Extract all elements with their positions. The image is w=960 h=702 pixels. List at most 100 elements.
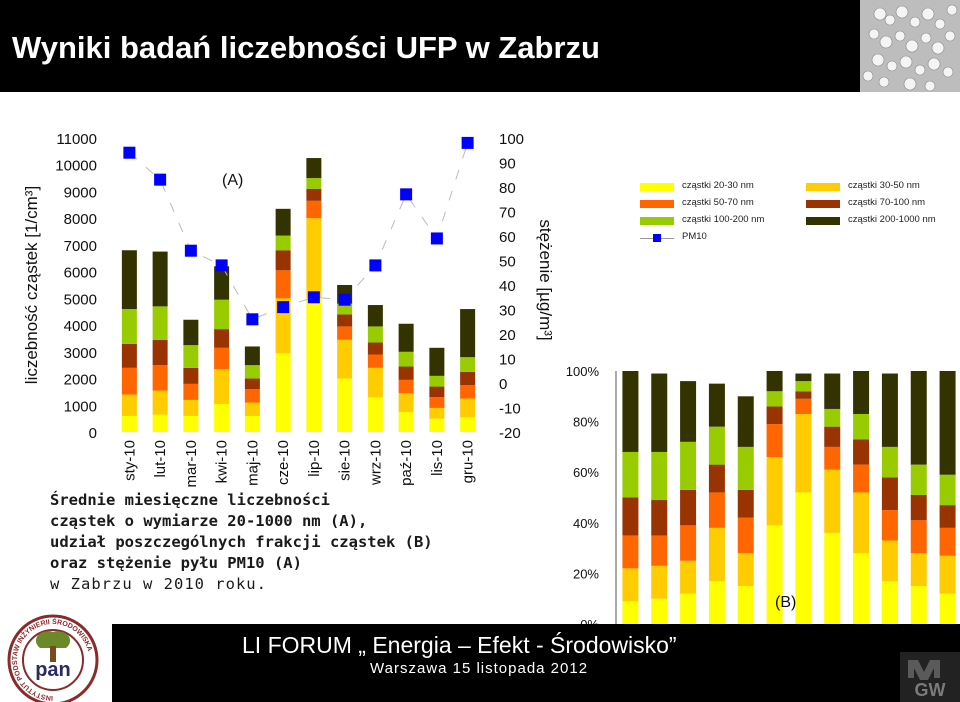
- chart-a-bar-segment: [152, 390, 168, 415]
- chart-b-bar-segment: [680, 441, 697, 490]
- chart-a-bar-segment: [121, 415, 137, 432]
- microscope-image: [860, 0, 960, 92]
- chart-a-pm10-point: [461, 136, 474, 149]
- chart-a-bar-segment: [121, 309, 137, 344]
- legend-label: cząstki 70-100 nm: [848, 197, 926, 208]
- chart-a-pm10-point: [184, 244, 197, 257]
- header-bar: Wyniki badań liczebności UFP w Zabrzu: [0, 0, 960, 92]
- chart-a-bar-segment: [152, 365, 168, 391]
- chart-b-bar-segment: [708, 580, 725, 624]
- chart-a-pm10-line: [129, 142, 469, 320]
- chart-b-bar-segment: [708, 426, 725, 465]
- footer-subtitle: Warszawa 15 listopada 2012: [370, 660, 589, 677]
- chart-a-xtick-label: lut-10: [152, 440, 169, 478]
- chart-b-bar-segment: [737, 489, 754, 518]
- chart-b-bar-segment: [622, 568, 639, 602]
- footer-bar: LI FORUM „ Energia – Efekt - Środowisko”…: [112, 624, 960, 702]
- chart-b-bar-segment: [939, 505, 956, 528]
- chart-a-bar-segment: [398, 379, 414, 394]
- chart-a-bar-segment: [183, 399, 199, 416]
- chart-a-bar-segment: [214, 329, 230, 348]
- chart-a-bar-segment: [214, 347, 230, 370]
- legend-swatch: [806, 183, 840, 191]
- chart-a-bar-segment: [244, 346, 260, 366]
- chart-a-y2tick-label: 20: [499, 327, 516, 344]
- chart-a-y2tick-label: 40: [499, 278, 516, 295]
- chart-b-ytick-label: 40%: [573, 516, 599, 531]
- chart-a-pm10-point: [246, 313, 259, 326]
- chart-a-bar-segment: [244, 415, 260, 432]
- chart-b-bar-segment: [651, 500, 668, 536]
- chart-a-bar-segment: [244, 365, 260, 379]
- chart-b-bar-segment: [651, 451, 668, 501]
- legend-label: cząstki 50-70 nm: [682, 197, 754, 208]
- chart-b-bar-segment: [910, 553, 927, 587]
- chart-a-xtick-label: lip-10: [306, 440, 323, 477]
- chart-a-ytick-label: 2000: [64, 372, 97, 389]
- chart-b-bar-segment: [766, 424, 783, 458]
- chart-a-bar-segment: [398, 366, 414, 380]
- chart-b-bar-segment: [881, 477, 898, 511]
- legend-label: cząstki 20-30 nm: [682, 180, 754, 191]
- chart-b-bar-segment: [651, 535, 668, 566]
- chart-a-bar-segment: [306, 298, 322, 432]
- chart-a-bar-segment: [337, 339, 353, 379]
- chart-b-bar-segment: [680, 381, 697, 442]
- chart-a-pm10-point: [400, 188, 413, 201]
- chart-b-bar-segment: [853, 492, 870, 554]
- chart-a-bar-segment: [337, 285, 353, 304]
- chart-b-bar-segment: [622, 601, 639, 624]
- chart-b-bar-segment: [910, 586, 927, 624]
- chart-a-bar-segment: [460, 371, 476, 386]
- chart-a-y2tick-label: 100: [499, 131, 524, 148]
- chart-a-pm10-point: [430, 232, 443, 245]
- chart-a-panel-label: (A): [222, 172, 243, 189]
- chart-b-bar-segment: [795, 492, 812, 624]
- chart-b-bar-segment: [881, 540, 898, 581]
- chart-a-y2label: stężenie [µg/m³]: [536, 219, 555, 340]
- chart-a-bar-segment: [460, 357, 476, 372]
- legend-swatch: [640, 200, 674, 208]
- chart-a-bar-segment: [306, 178, 322, 189]
- chart-a-ytick-label: 0: [89, 425, 97, 442]
- chart-a-y2tick-label: 0: [499, 376, 507, 393]
- chart-b-bar-segment: [939, 593, 956, 624]
- chart-a-bar-segment: [183, 367, 199, 384]
- chart-b-bar-segment: [910, 371, 927, 465]
- chart-a-bar-segment: [367, 354, 383, 368]
- chart-a-bar-segment: [152, 306, 168, 340]
- chart-a-ytick-label: 6000: [64, 265, 97, 282]
- chart-a-bar-segment: [367, 367, 383, 398]
- chart-a-y2tick-label: 60: [499, 229, 516, 246]
- legend-label: PM10: [682, 231, 707, 242]
- chart-a-bar-segment: [367, 326, 383, 343]
- chart-a-bar-segment: [429, 347, 445, 376]
- chart-b-bar-segment: [795, 381, 812, 392]
- chart-a-bar-segment: [121, 367, 137, 395]
- chart-b-bar-segment: [651, 373, 668, 452]
- chart-b-bar-segment: [939, 371, 956, 475]
- chart-a-bar-segment: [429, 397, 445, 408]
- description-line-2: cząstek o wymiarze 20-1000 nm (A),: [50, 512, 368, 530]
- chart-a-y2tick-label: -10: [499, 401, 521, 418]
- chart-b-bar-segment: [795, 373, 812, 382]
- chart-b-bar-segment: [766, 525, 783, 624]
- chart-a-ytick-label: 5000: [64, 291, 97, 308]
- chart-b-bar-segment: [651, 565, 668, 599]
- chart-a-y2tick-label: 80: [499, 180, 516, 197]
- chart-a-bar-segment: [244, 389, 260, 403]
- chart-a-pm10-point: [277, 301, 290, 314]
- chart-a-ytick-label: 11000: [56, 131, 97, 148]
- chart-a-xtick-label: paź-10: [398, 440, 415, 486]
- chart-a-xtick-label: maj-10: [244, 440, 261, 486]
- chart-b-bar-segment: [737, 446, 754, 490]
- chart-a-y2tick-label: 30: [499, 303, 516, 320]
- chart-a-bar-segment: [275, 250, 291, 271]
- chart-a-bar-segment: [121, 250, 137, 310]
- chart-a-bar-segment: [214, 266, 230, 300]
- description-line-3: udział poszczególnych frakcji cząstek (B…: [50, 533, 433, 551]
- chart-a-xtick-label: wrz-10: [367, 440, 384, 486]
- chart-a-bar-segment: [121, 394, 137, 416]
- chart-a-ytick-label: 9000: [64, 184, 97, 201]
- chart-a-xtick-label: gru-10: [460, 440, 477, 483]
